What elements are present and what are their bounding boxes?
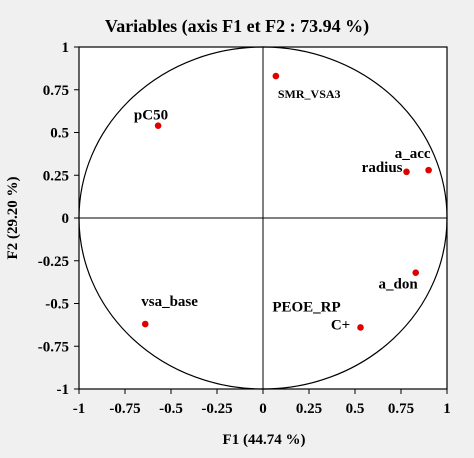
point-label: radius — [362, 160, 403, 176]
y-tick-label: 0.75 — [43, 83, 69, 99]
points-layer — [141, 72, 432, 331]
data-point — [357, 324, 364, 331]
x-tick-label: 1 — [443, 401, 451, 417]
y-tick-label: -0.5 — [45, 297, 69, 313]
y-tick-label: 1 — [62, 40, 70, 56]
point-label: pC50 — [134, 108, 168, 124]
point-label: SMR_VSA3 — [278, 87, 341, 101]
x-tick-label: 0.5 — [346, 401, 365, 417]
y-tick-label: 0 — [62, 211, 70, 227]
y-axis-title: F2 (29.20 %) — [5, 177, 21, 260]
x-axis-title: F1 (44.74 %) — [223, 432, 306, 448]
x-tick-label: 0.25 — [296, 401, 322, 417]
x-tick-label: 0 — [259, 401, 267, 417]
x-tick-label: -0.5 — [159, 401, 183, 417]
y-tick-label: -0.75 — [38, 339, 69, 355]
y-tick-label: 0.5 — [50, 126, 69, 142]
data-point — [141, 320, 149, 328]
y-tick-label: 0.25 — [43, 168, 69, 184]
point-label: C+ — [331, 317, 350, 333]
point-label: a_don — [379, 277, 419, 293]
x-tick-label: -0.75 — [109, 401, 140, 417]
data-point — [272, 72, 280, 80]
data-point — [154, 122, 162, 129]
point-label: PEOE_RP — [272, 299, 340, 315]
point-label: vsa_base — [141, 294, 198, 310]
y-tick-label: -1 — [57, 382, 70, 398]
chart-title: Variables (axis F1 et F2 : 73.94 %) — [105, 16, 369, 37]
data-point — [425, 166, 432, 174]
x-tick-label: -1 — [73, 401, 86, 417]
x-tick-label: -0.25 — [201, 401, 232, 417]
y-tick-label: -0.25 — [38, 254, 69, 270]
data-point — [412, 269, 420, 277]
x-tick-label: 0.75 — [388, 401, 414, 417]
y-axis-ticks: 1 0.75 0.5 0.25 0 -0.25 -0.5 -0.75 -1 — [38, 40, 79, 398]
data-point — [403, 168, 410, 176]
point-label: a_acc — [395, 146, 431, 162]
x-axis-ticks: -1 -0.75 -0.5 -0.25 0 0.25 0.5 0.75 1 — [73, 389, 451, 417]
